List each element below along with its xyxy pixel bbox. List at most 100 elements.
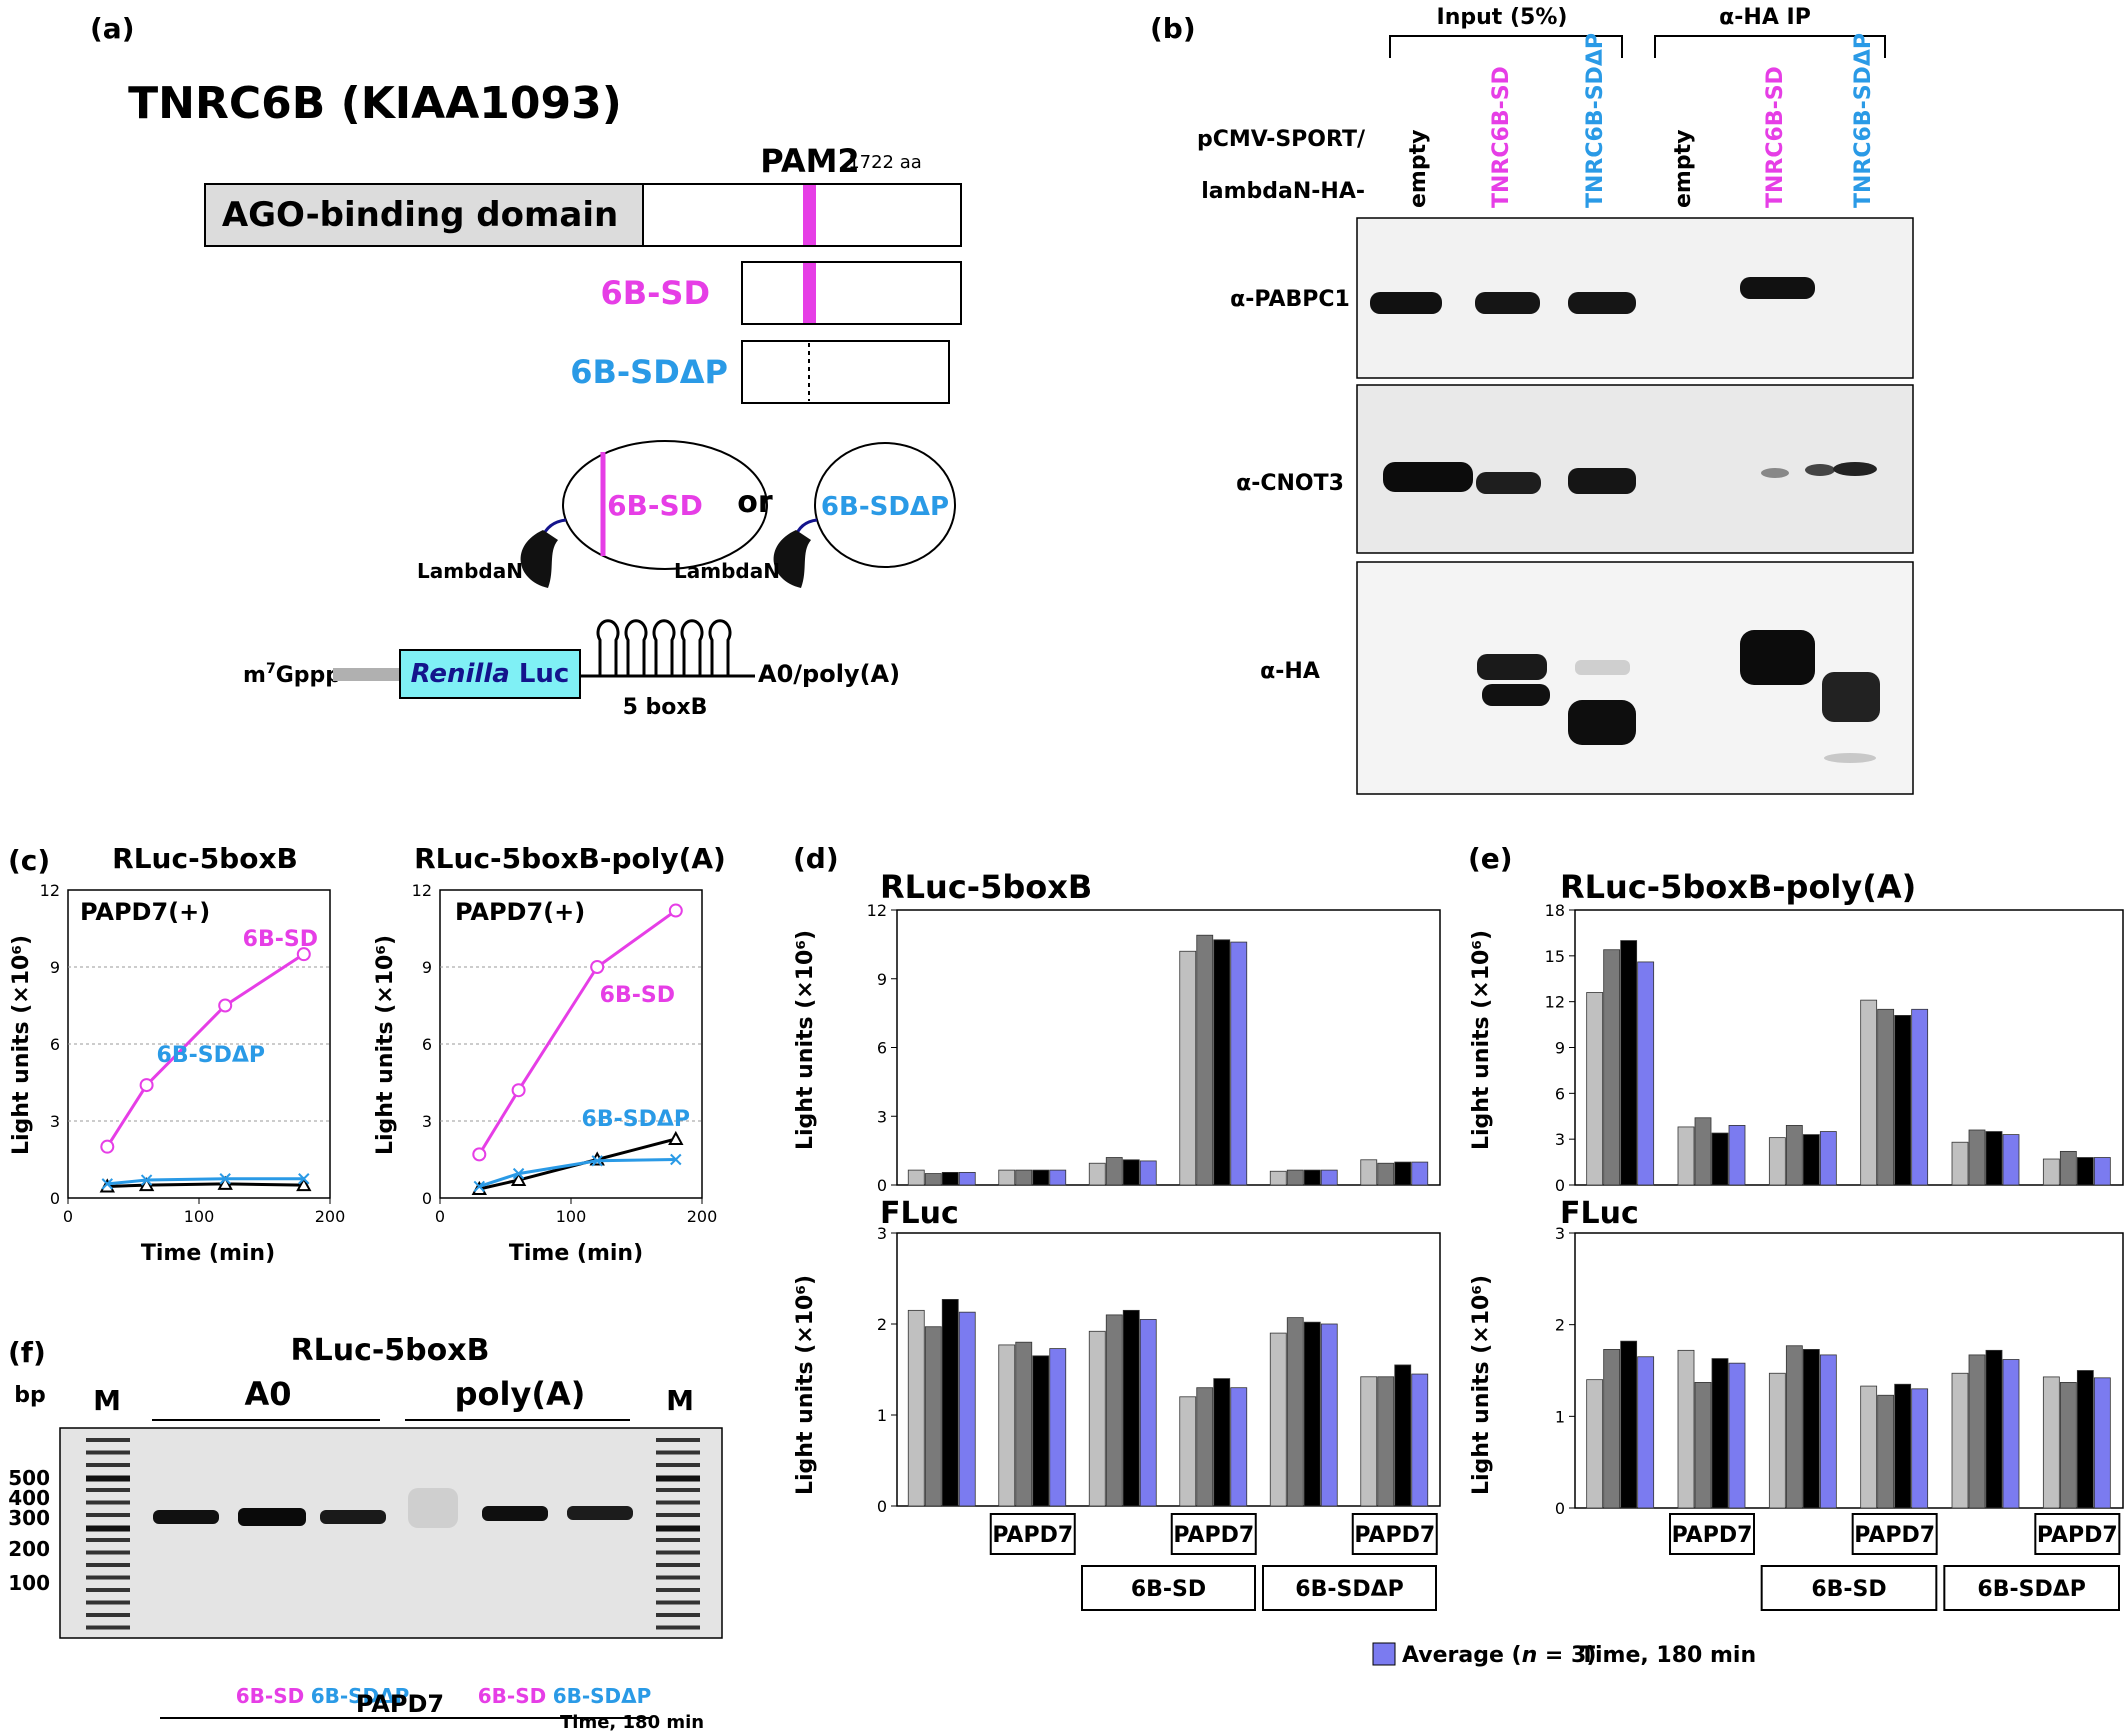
sd-box-label: 6B-SD [1811,1577,1886,1602]
panel-a-label: (a) [90,12,135,45]
ladder-band [656,1475,700,1482]
bar [1951,1372,1969,1509]
bar [1768,1137,1786,1186]
bar [1015,1169,1033,1186]
bar [1785,1345,1803,1509]
bar [2059,1150,2077,1186]
bar [924,1326,942,1507]
lane-labels: empty TNRC6B-SD TNRC6B-SDΔP empty TNRC6B-SD T… [1406,33,1876,208]
panel-c: (c) RLuc-5boxB RLuc-5boxB-poly(A) 0 3 6 9 12… [8,842,726,1266]
lambdan-label-2: LambdaN [674,559,780,583]
ladder-band [86,1600,130,1605]
bar [1320,1169,1338,1186]
lane-label: empty [1671,130,1696,208]
bar [1620,940,1638,1186]
data-point [217,1175,233,1190]
papd7-box [1851,1513,1938,1555]
bar [1728,1362,1746,1509]
f-time-label: Time, 180 min [560,1712,704,1732]
y-tick-label: 6 [1555,1084,1565,1103]
bar [1303,1169,1321,1186]
plot1-title: RLuc-5boxB [112,842,298,875]
pam2-mark [803,185,816,245]
marker-left-label: M [93,1384,121,1417]
y-tick-label: 0 [877,1497,887,1516]
bar-frame [896,1232,1441,1507]
gel-bands [153,1488,633,1528]
bar-frame [1574,909,2124,1186]
data-point [512,1167,525,1180]
series-line [107,1182,304,1188]
plot2-title: RLuc-5boxB-poly(A) [414,842,726,875]
bar [1286,1317,1304,1507]
plot1-xlabel: Time (min) [141,1241,275,1266]
ladder-band [656,1625,700,1630]
bar [2076,1370,2094,1509]
panel-d-ylabel: Light units (×10⁶) [793,930,818,1150]
panel-e-title2: FLuc [1560,1196,1639,1231]
data-point [670,1153,682,1166]
data-point [298,1173,310,1185]
panel-d-label: (d) [793,842,839,875]
ladder-band [86,1625,130,1630]
bar [1049,1348,1067,1507]
ladder-band [656,1563,700,1567]
data-point [101,1178,114,1190]
bar [2002,1134,2020,1186]
x-tick-label: 200 [315,1207,346,1226]
bar-chart-d-rluc: 0 3 6 9 12 [867,901,1441,1195]
panel-f-label: (f) [8,1336,46,1369]
blot-label-cnot3: α-CNOT3 [1236,471,1344,496]
sd-box [1081,1565,1256,1611]
y-tick-label: 1 [1555,1407,1565,1426]
bar [1213,1378,1231,1507]
bar [1049,1169,1067,1186]
bar [907,1169,925,1186]
papd7-box [1351,1513,1438,1555]
ladder-band [656,1538,700,1542]
sddp-label: 6B-SDΔP [570,353,728,391]
sd-box-label: 6B-SD [1131,1577,1206,1602]
bar [998,1344,1016,1507]
bar [1968,1354,1986,1509]
pam2-label: PAM2 [760,142,859,180]
y-tick-label: 12 [412,881,432,900]
ladder-band [656,1600,700,1605]
boxb-hairpins [580,619,755,678]
data-point [100,1139,115,1154]
ladder-band [656,1500,700,1505]
bar [1677,1126,1695,1186]
bar [1985,1349,2003,1509]
sddp-box [1943,1565,2121,1611]
sddp-box [1262,1565,1437,1611]
bar [1911,1008,1929,1186]
bar [1637,961,1655,1186]
bar [1860,999,1878,1186]
condition-boxes-d: PAPD7 PAPD7 PAPD7 6B-SD 6B-SDΔP [989,1513,1438,1611]
bar [1032,1169,1050,1186]
y-tick-label: 0 [422,1189,432,1208]
bar [1860,1385,1878,1509]
bar [998,1169,1016,1186]
panel-b-label: (b) [1150,12,1196,45]
bar [1360,1159,1378,1186]
y-tick-label: 12 [40,881,60,900]
bp-tick-label: 100 [8,1571,50,1595]
bar [1586,1379,1604,1509]
bar [1802,1134,1820,1186]
ladder-band [86,1538,130,1542]
x-tick-label: 0 [63,1207,73,1226]
bar [1377,1376,1395,1507]
bar [1694,1382,1712,1509]
y-tick-label: 15 [1545,947,1565,966]
papd7-box-label: PAPD7 [1672,1523,1753,1548]
bar [1785,1125,1803,1186]
papd7-box-label: PAPD7 [992,1523,1073,1548]
bar [1139,1160,1157,1186]
bar [1015,1341,1033,1507]
bar [1213,939,1231,1186]
ladder-band [86,1550,130,1555]
protein-cterm [642,183,962,247]
input-bracket [1389,35,1623,58]
data-point [472,1147,487,1162]
